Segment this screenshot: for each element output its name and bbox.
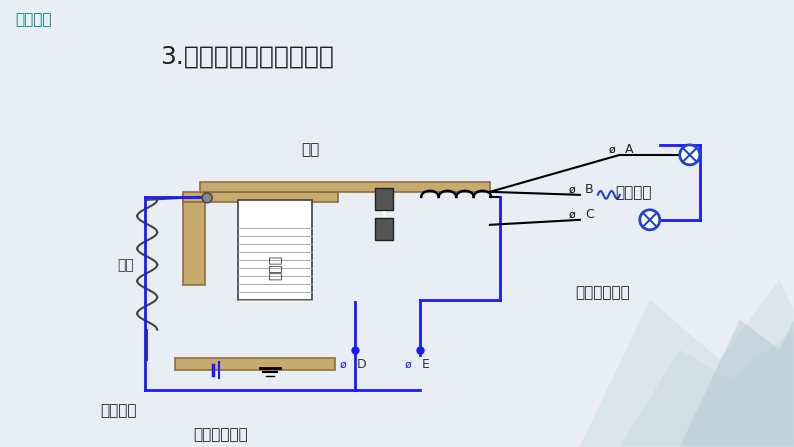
Text: 衔铁: 衔铁 <box>301 142 319 157</box>
Text: D: D <box>357 358 367 371</box>
Circle shape <box>640 210 660 230</box>
Text: ø: ø <box>608 145 615 155</box>
Polygon shape <box>620 330 794 447</box>
Text: E: E <box>422 358 430 371</box>
Text: 高压电源: 高压电源 <box>615 185 651 200</box>
Circle shape <box>680 145 700 165</box>
Text: 弹簧: 弹簧 <box>117 258 133 272</box>
Bar <box>183 192 338 202</box>
Bar <box>183 195 205 285</box>
Bar <box>240 195 310 300</box>
Text: C: C <box>585 208 594 221</box>
Bar <box>238 200 312 300</box>
Text: 低压电源: 低压电源 <box>100 403 137 417</box>
Bar <box>375 218 393 240</box>
Bar <box>200 182 490 192</box>
Text: ø: ø <box>340 360 346 370</box>
Text: ø: ø <box>569 185 575 195</box>
Text: B: B <box>585 183 593 196</box>
Text: ø: ø <box>569 210 575 220</box>
Text: A: A <box>625 143 634 156</box>
Polygon shape <box>580 280 794 447</box>
Polygon shape <box>680 320 794 447</box>
Text: 3.电磁继电器的工作原理: 3.电磁继电器的工作原理 <box>160 45 334 69</box>
Text: 低压控制电路: 低压控制电路 <box>193 428 248 443</box>
Text: ø: ø <box>405 360 411 370</box>
Text: 高压工作电路: 高压工作电路 <box>575 285 630 300</box>
Bar <box>375 188 393 210</box>
Circle shape <box>202 193 212 203</box>
Text: 讲授新课: 讲授新课 <box>15 12 52 27</box>
Text: 电磁铁: 电磁铁 <box>268 255 282 280</box>
Bar <box>175 358 335 370</box>
